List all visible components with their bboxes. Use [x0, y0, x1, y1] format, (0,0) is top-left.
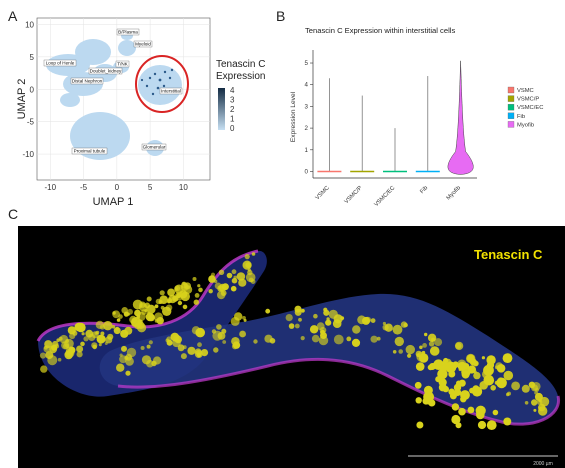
interstitial-highlight-circle — [135, 55, 189, 113]
violin-legend-swatch — [507, 104, 515, 111]
violin-y-tick-label: 3 — [305, 103, 309, 110]
violin-legend-label: Fib — [517, 114, 525, 120]
label-bplasma: B/Plasma — [118, 30, 138, 35]
violin-x-tick-label: Fib — [419, 185, 429, 195]
umap-x-tick-label: -5 — [80, 183, 88, 192]
violin-legend-label: VSMC — [517, 88, 534, 94]
tissue-edge-magenta — [36, 249, 259, 342]
violin-y-axis-label: Expression Level — [290, 91, 297, 142]
violin-y-tick-label: 2 — [305, 125, 309, 132]
violin-legend-label: VSMC/P — [517, 97, 539, 103]
umap-legend-title-line1: Tenascin C — [216, 59, 265, 70]
violin-x-tick-label: VSMC/EC — [373, 185, 396, 208]
umap-x-tick-label: 0 — [115, 183, 120, 192]
umap-x-tick-label: -10 — [45, 183, 57, 192]
violin-x-tick-label: VSMC — [315, 185, 331, 201]
label-glomerular: Glomerular — [143, 145, 166, 150]
label-distal-nephron: Distal Nephron — [72, 79, 103, 84]
violin-y-tick-label: 1 — [305, 147, 309, 154]
violin-legend-swatch — [507, 95, 515, 102]
umap-legend-tick-label: 0 — [230, 124, 235, 133]
cluster-interstitial — [138, 65, 182, 105]
panel-letter-c: C — [8, 206, 19, 222]
umap-legend-tick-label: 4 — [230, 86, 235, 95]
violin-vsmc-p — [350, 95, 375, 173]
umap-expressing-cells — [140, 68, 174, 96]
violin-myofib — [447, 60, 474, 175]
umap-plot: B/Plasma Myeloid Loop of Henle T/NK Doub… — [16, 17, 265, 208]
micrograph-label: Tenascin C — [474, 247, 543, 262]
umap-legend-tick-label: 3 — [230, 96, 235, 105]
violin-legend-swatch — [507, 112, 515, 119]
label-doublet-kidney: Doublet_kidney — [90, 69, 122, 74]
tissue-micrograph: Tenascin C 2000 µm — [18, 226, 565, 468]
umap-legend-colorbar — [218, 88, 225, 130]
violin-legend-swatch — [507, 121, 515, 128]
scale-bar-label: 2000 µm — [533, 461, 553, 467]
umap-y-tick-label: -5 — [27, 118, 35, 127]
violin-x-tick-label: VSMC/P — [344, 185, 364, 205]
umap-y-tick-label: 5 — [30, 53, 35, 62]
violin-chart-title: Tenascin C Expression within interstitia… — [305, 26, 455, 35]
tissue-edge-magenta-lower — [117, 357, 560, 426]
violin-x-tick-label: Myofib — [446, 185, 462, 201]
umap-legend-tick-label: 2 — [230, 105, 235, 114]
umap-x-axis-label: UMAP 1 — [93, 196, 134, 208]
cluster-tal — [75, 39, 111, 65]
umap-legend-title-line2: Expression — [216, 71, 265, 82]
violin-vsmc — [317, 78, 342, 173]
panel-letter-a: A — [8, 8, 18, 24]
violin-legend-swatch — [507, 86, 515, 94]
cluster-myeloid — [118, 40, 136, 56]
violin-y-tick-label: 0 — [305, 168, 309, 175]
violin-chart: Tenascin C Expression within interstitia… — [290, 26, 543, 208]
label-myeloid: Myeloid — [135, 42, 151, 47]
violin-legend-label: Myofib — [517, 122, 534, 128]
cluster-small-left — [60, 93, 80, 107]
violin-legend-label: VSMC/EC — [517, 105, 543, 111]
violin-y-tick-label: 5 — [305, 60, 309, 67]
label-interstitial: Interstitial — [161, 89, 181, 94]
label-loop-of-henle: Loop of Henle — [46, 61, 75, 66]
umap-legend-tick-label: 1 — [230, 115, 235, 124]
umap-y-tick-label: 10 — [25, 20, 34, 29]
tenascin-c-signal — [39, 252, 550, 430]
violin-y-tick-label: 4 — [305, 82, 309, 89]
label-tnk: T/NK — [117, 62, 128, 67]
umap-x-tick-label: 5 — [148, 183, 153, 192]
umap-x-tick-label: 10 — [179, 183, 188, 192]
umap-y-axis-label: UMAP 2 — [16, 79, 28, 120]
violin-fib — [415, 76, 440, 173]
label-proximal-tubule: Proximal tubule — [74, 149, 106, 154]
panel-letter-b: B — [276, 8, 286, 24]
violin-vsmc-ec — [383, 128, 407, 173]
umap-y-tick-label: 0 — [30, 85, 35, 94]
umap-y-tick-label: -10 — [22, 150, 34, 159]
